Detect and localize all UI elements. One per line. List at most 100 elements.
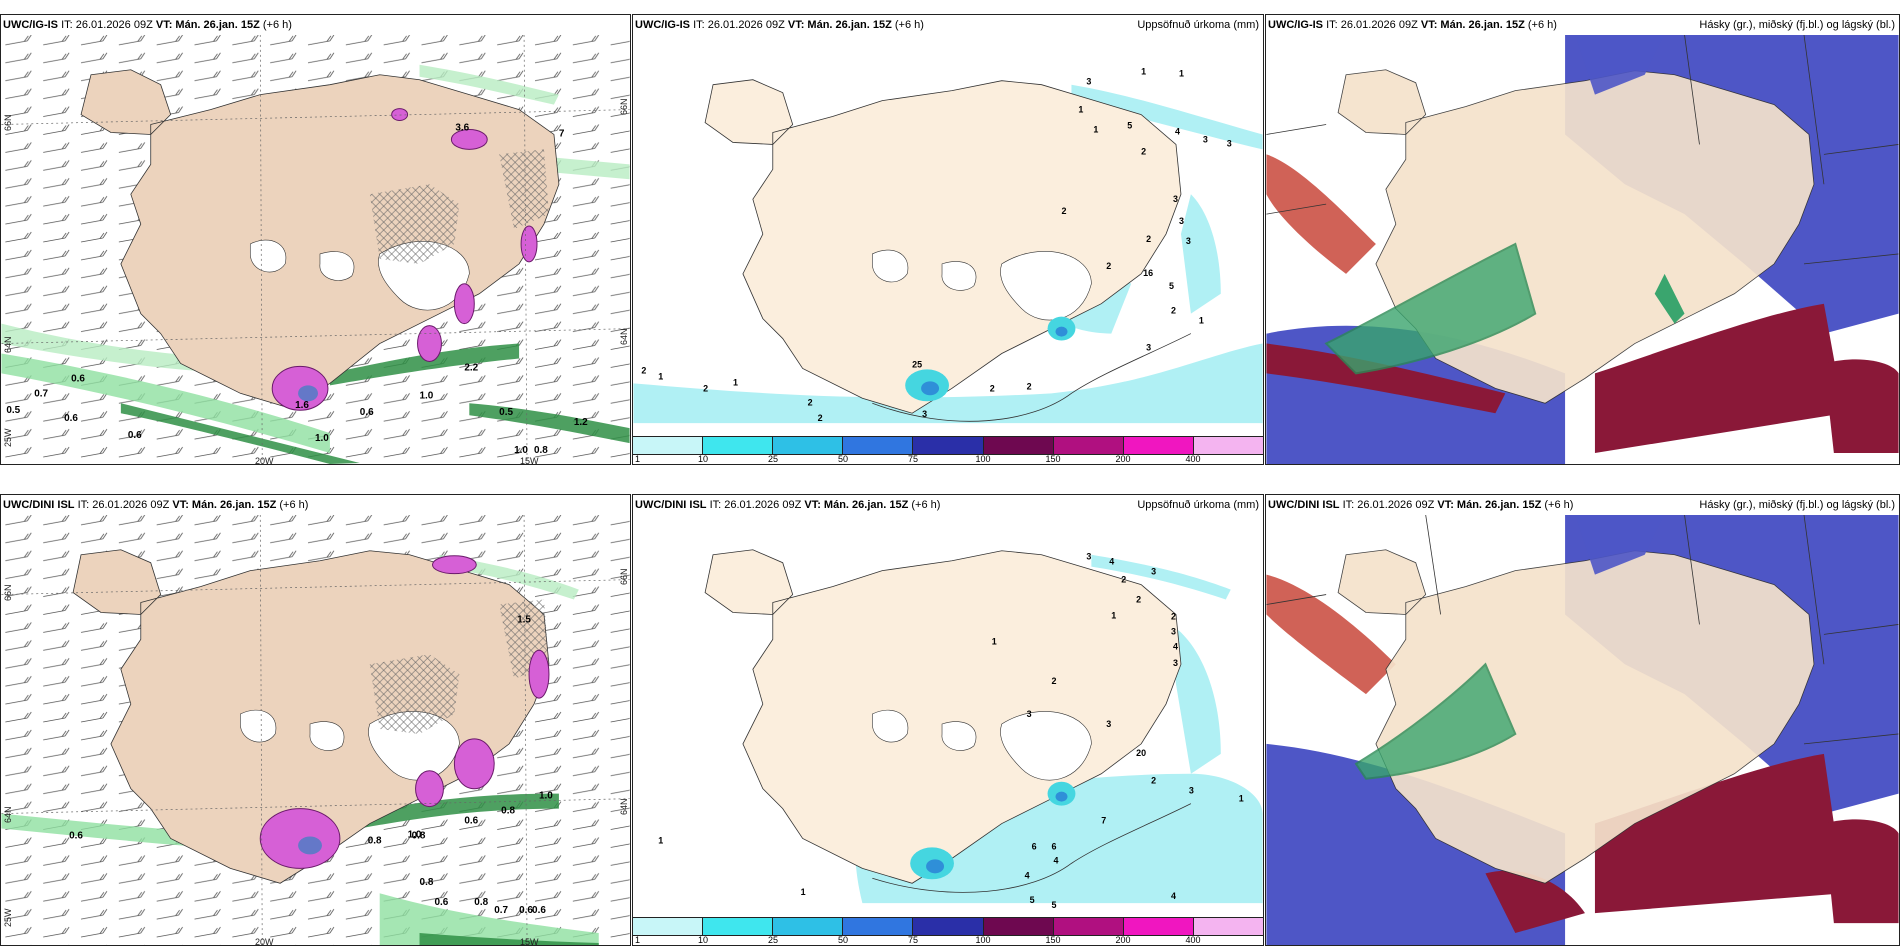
precip-value: 2: [1171, 306, 1176, 316]
precip-value: 2: [1141, 146, 1146, 156]
colorbar-cell: [702, 918, 773, 935]
precip-value: 4: [1054, 855, 1059, 865]
panel-precip-row1: UWC/IG-IS IT: 26.01.2026 09Z VT: Mán. 26…: [632, 14, 1264, 465]
init-time: IT: 26.01.2026 09Z: [693, 19, 785, 31]
precip-value: 20: [1136, 748, 1146, 758]
init-time: IT: 26.01.2026 09Z: [77, 499, 170, 511]
value-label: 0.8: [420, 877, 434, 888]
panel-header: UWC/IG-IS IT: 26.01.2026 09Z VT: Mán. 26…: [1266, 15, 1899, 35]
colorbar-tick: 50: [837, 454, 849, 464]
colorbar-cell: [772, 918, 843, 935]
precip-value: 3: [1086, 77, 1091, 87]
lon-label-20w: 20W: [255, 456, 274, 465]
model-name: UWC/IG-IS: [635, 19, 690, 31]
precip-value: 1: [658, 371, 663, 381]
lat-label-64n-right: 64N: [619, 798, 629, 815]
colorbar-cell: [1122, 437, 1193, 454]
colorbar-tick: 50: [837, 935, 849, 945]
panel-header: UWC/IG-IS IT: 26.01.2026 09Z VT: Mán. 26…: [633, 15, 1263, 35]
colorbar-tick: 400: [1185, 454, 1201, 464]
valid-time: Mán. 26.jan. 15Z: [191, 499, 277, 511]
lead-time: (+6 h): [894, 19, 924, 31]
value-label: 1.0: [539, 791, 553, 802]
panel-header: UWC/DINI ISL IT: 26.01.2026 09Z VT: Mán.…: [633, 495, 1263, 515]
precip-value: 4: [1171, 891, 1176, 901]
precip-value: 1: [1078, 105, 1083, 115]
precip-value: 3: [1186, 236, 1191, 246]
precip-value: 1: [1111, 610, 1116, 620]
model-name: UWC/DINI ISL: [635, 499, 707, 511]
precip-value: 3: [1171, 626, 1176, 636]
valid-time-label: VT:: [172, 499, 189, 511]
lat-label-66n: 66N: [3, 584, 13, 601]
lon-label-15w: 15W: [520, 937, 539, 946]
precip-value: 1: [1141, 67, 1146, 77]
colorbar-cell: [702, 437, 773, 454]
value-label: 0.8: [474, 897, 488, 908]
panel-clouds-row1: UWC/IG-IS IT: 26.01.2026 09Z VT: Mán. 26…: [1265, 14, 1900, 465]
valid-time: Mán. 26.jan. 15Z: [807, 19, 892, 31]
panel-header: UWC/DINI ISL IT: 26.01.2026 09Z VT: Mán.…: [1, 495, 630, 515]
value-label: 0.8: [368, 835, 382, 846]
precip-value: 1: [1179, 69, 1184, 79]
valid-time: Mán. 26.jan. 15Z: [175, 19, 260, 31]
value-label: 3.6: [455, 122, 469, 133]
valid-time-label: VT:: [804, 499, 821, 511]
value-label: 0.7: [494, 905, 508, 916]
lat-label-64n-right: 64N: [619, 328, 629, 345]
colorbar-tick: 10: [697, 454, 708, 464]
lat-label-66n: 66N: [3, 114, 13, 131]
colorbar-cell: [982, 918, 1053, 935]
colorbar-cell: [633, 918, 703, 935]
precip-value: 2: [990, 383, 995, 393]
precip-value: 1: [733, 377, 738, 387]
colorbar-tick: 75: [907, 935, 918, 945]
lead-time: (+6 h): [262, 19, 292, 31]
colorbar-cell: [1052, 437, 1123, 454]
value-label: 0.8: [534, 445, 548, 456]
init-time: IT: 26.01.2026 09Z: [1326, 19, 1418, 31]
precip-value: 4: [1175, 126, 1180, 136]
precip-value: 2: [641, 365, 646, 375]
panel-title: Uppsöfnuð úrkoma (mm): [1137, 499, 1259, 511]
colorbar-tick: 200: [1115, 454, 1131, 464]
precip-colorbar: 1 10 25 50 75 100 150 200 400: [633, 436, 1263, 464]
lon-label-20w: 20W: [255, 937, 274, 946]
precip-value: 16: [1143, 268, 1153, 278]
precip-value: 1: [1239, 794, 1244, 804]
precip-value: 3: [1106, 719, 1111, 729]
colorbar-cell: [1052, 918, 1123, 935]
value-label: 1.0: [315, 433, 329, 444]
colorbar-tick: 25: [767, 454, 778, 464]
value-label: 0.6: [434, 897, 448, 908]
lat-label-66n-right: 66N: [619, 98, 629, 115]
colorbar-tick: 100: [975, 935, 991, 945]
value-label: 0.6: [532, 905, 546, 916]
value-label: 1.0: [514, 445, 528, 456]
lead-time: (+6 h): [1544, 499, 1574, 511]
precip-value: 3: [1086, 552, 1091, 562]
precip-value: 7: [1101, 816, 1106, 826]
precip-value: 1: [801, 887, 806, 897]
model-name: UWC/IG-IS: [3, 19, 58, 31]
model-name: UWC/DINI ISL: [3, 499, 75, 511]
valid-time-label: VT:: [155, 19, 173, 31]
precip-value: 2: [1171, 611, 1176, 621]
wind-map: 0.6 0.8 0.8 0.6 0.8 1.0 0.8 0.6 0.8 0.7 …: [1, 514, 630, 945]
value-label: 0.6: [69, 830, 83, 841]
value-label: 1.2: [574, 417, 588, 428]
colorbar-cell: [1122, 918, 1193, 935]
value-label: 0.6: [128, 430, 142, 441]
panel-header: UWC/DINI ISL IT: 26.01.2026 09Z VT: Mán.…: [1266, 495, 1899, 515]
value-label: 0.8: [501, 806, 515, 817]
value-label: 1.0: [408, 829, 422, 840]
colorbar-tick: 1: [635, 935, 641, 945]
precip-value: 2: [1151, 776, 1156, 786]
precip-value: 3: [1151, 567, 1156, 577]
colorbar-cell: [772, 437, 843, 454]
precip-value: 3: [1227, 138, 1232, 148]
wind-map: 0.6 0.5 0.7 0.6 0.6 1.0 0.6 1.0 0.5 1.0 …: [1, 34, 630, 464]
value-label: 1.0: [420, 390, 434, 401]
precip-value: 5: [1169, 281, 1174, 291]
colorbar-tick: 200: [1115, 935, 1131, 945]
